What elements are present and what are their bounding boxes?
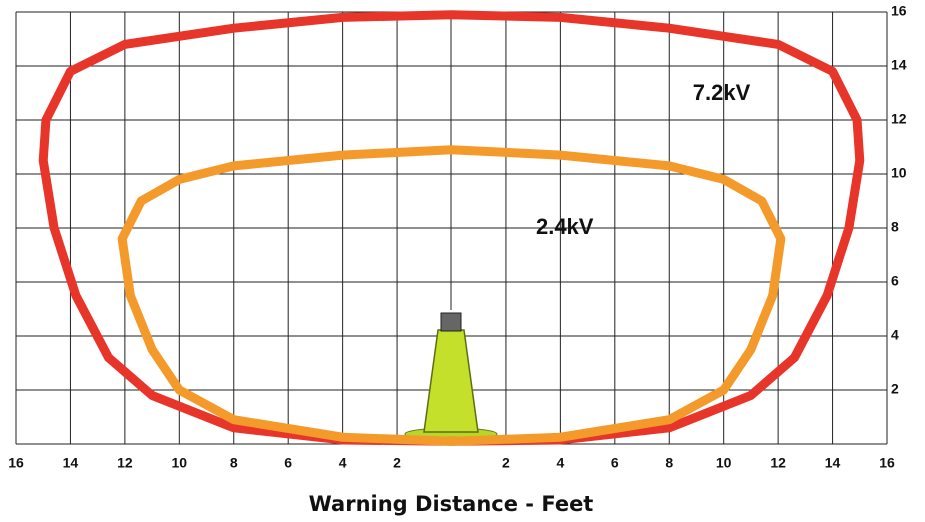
x-tick-label: 16	[8, 455, 24, 471]
x-tick-label: 6	[284, 455, 292, 471]
x-tick-label: 10	[172, 455, 188, 471]
series-line	[117, 145, 786, 446]
y-tick-label: 2	[891, 381, 899, 397]
y-tick-label: 16	[891, 3, 907, 19]
y-tick-label: 8	[891, 219, 899, 235]
x-tick-label: 16	[879, 455, 895, 471]
x-tick-label: 14	[63, 455, 79, 471]
x-tick-label: 8	[230, 455, 238, 471]
x-tick-label: 12	[770, 455, 786, 471]
x-axis-title: Warning Distance - Feet	[309, 492, 594, 516]
cone-body	[423, 329, 479, 433]
x-tick-label: 4	[556, 455, 564, 471]
series-label: 2.4kV	[536, 214, 594, 239]
traffic-cone	[404, 312, 498, 441]
x-tick-label: 4	[339, 455, 347, 471]
x-tick-label: 6	[611, 455, 619, 471]
curves	[38, 10, 865, 446]
y-tick-label: 10	[891, 165, 907, 181]
x-tick-label: 10	[716, 455, 732, 471]
series-label: 7.2kV	[693, 80, 751, 105]
x-tick-label: 8	[665, 455, 673, 471]
x-tick-label: 2	[502, 455, 510, 471]
y-tick-label: 6	[891, 273, 899, 289]
x-tick-label: 2	[393, 455, 401, 471]
x-tick-label: 14	[825, 455, 841, 471]
cone-top	[440, 312, 462, 332]
y-tick-label: 4	[891, 327, 899, 343]
y-tick-label: 12	[891, 111, 907, 127]
x-tick-label: 12	[117, 455, 133, 471]
y-tick-label: 14	[891, 57, 907, 73]
